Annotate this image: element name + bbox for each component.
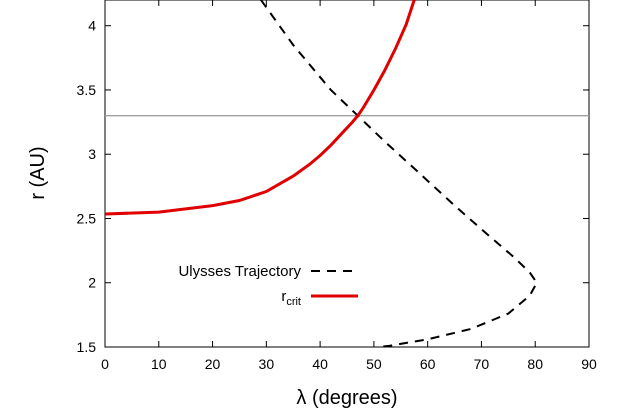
- x-axis: 0 10 20 30 40 50 60 70 80 90: [101, 0, 597, 372]
- y-tick-label: 2.5: [77, 210, 97, 226]
- series-line-r-crit: [105, 0, 416, 216]
- x-tick-label: 10: [151, 356, 167, 372]
- y-tick-label: 1.5: [77, 339, 97, 355]
- x-tick-label: 60: [420, 356, 436, 372]
- y-axis: 1.5 2 2.5 3 3.5 4: [77, 18, 589, 355]
- x-tick-label: 40: [312, 356, 328, 372]
- y-tick-label: 3: [88, 146, 96, 162]
- y-tick-label: 4: [88, 18, 96, 34]
- x-tick-label: 90: [581, 356, 597, 372]
- y-tick-label: 2: [88, 275, 96, 291]
- series-line-ulysses-trajectory: [260, 0, 538, 347]
- x-tick-label: 30: [259, 356, 275, 372]
- x-tick-label: 70: [474, 356, 490, 372]
- legend: Ulysses Trajectory rcrit: [178, 263, 358, 308]
- x-tick-label: 20: [205, 356, 221, 372]
- legend-label-r-crit: rcrit: [281, 288, 301, 308]
- x-tick-label: 80: [527, 356, 543, 372]
- legend-label-r-subscript: crit: [286, 296, 301, 308]
- legend-label-ulysses-trajectory: Ulysses Trajectory: [178, 263, 301, 280]
- plot-area: [104, 0, 590, 348]
- legend-label-r-main: r: [281, 288, 286, 305]
- y-axis-label: r (AU): [27, 146, 49, 199]
- x-tick-label: 0: [101, 356, 109, 372]
- x-tick-label: 50: [366, 356, 382, 372]
- y-tick-label: 3.5: [77, 82, 97, 98]
- x-axis-label: λ (degrees): [296, 387, 397, 409]
